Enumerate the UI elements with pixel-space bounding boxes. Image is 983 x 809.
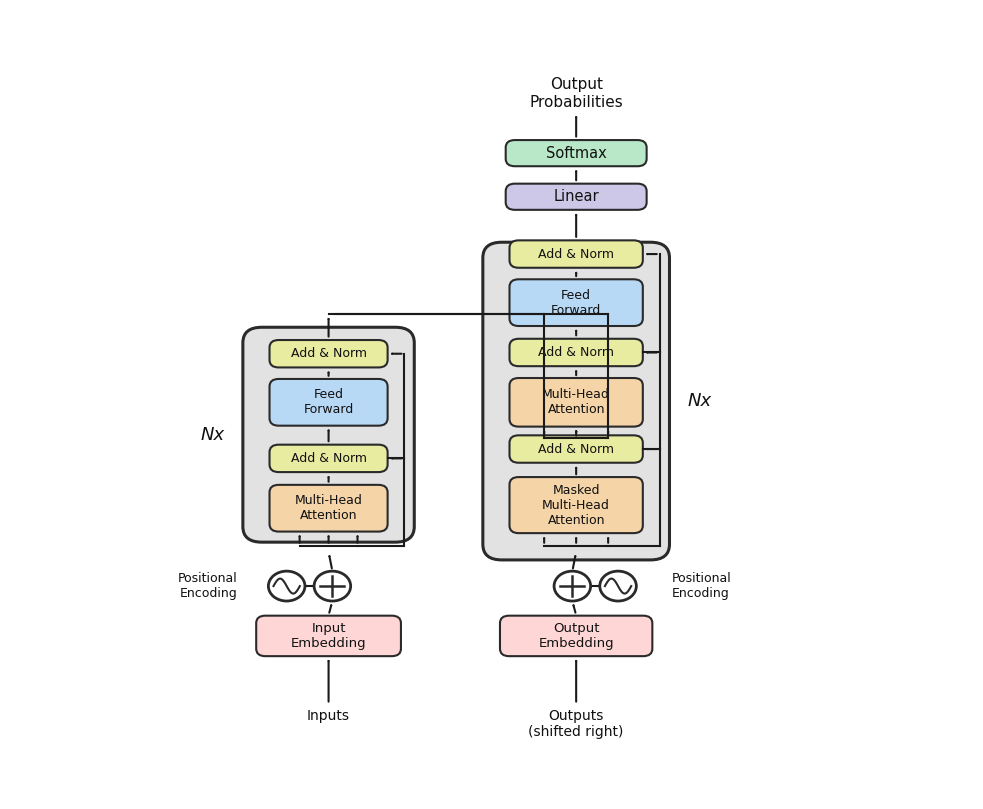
Text: Softmax: Softmax — [546, 146, 607, 161]
Circle shape — [600, 571, 636, 601]
Text: Input
Embedding: Input Embedding — [291, 622, 367, 650]
FancyBboxPatch shape — [269, 445, 387, 472]
Text: Output
Embedding: Output Embedding — [539, 622, 614, 650]
FancyBboxPatch shape — [269, 379, 387, 426]
Text: Nx: Nx — [201, 426, 224, 443]
FancyBboxPatch shape — [509, 279, 643, 326]
Circle shape — [315, 571, 351, 601]
Text: Masked
Multi-Head
Attention: Masked Multi-Head Attention — [543, 484, 610, 527]
FancyBboxPatch shape — [509, 339, 643, 366]
FancyBboxPatch shape — [505, 140, 647, 166]
FancyBboxPatch shape — [269, 485, 387, 532]
FancyBboxPatch shape — [509, 378, 643, 426]
Circle shape — [268, 571, 305, 601]
FancyBboxPatch shape — [483, 242, 669, 560]
FancyBboxPatch shape — [269, 340, 387, 367]
FancyBboxPatch shape — [243, 328, 414, 542]
FancyBboxPatch shape — [257, 616, 401, 656]
FancyBboxPatch shape — [509, 435, 643, 463]
Text: Output
Probabilities: Output Probabilities — [529, 77, 623, 109]
Text: Add & Norm: Add & Norm — [538, 248, 614, 260]
Circle shape — [554, 571, 591, 601]
Text: Positional
Encoding: Positional Encoding — [671, 572, 731, 600]
Text: Feed
Forward: Feed Forward — [551, 289, 602, 316]
Text: Multi-Head
Attention: Multi-Head Attention — [295, 494, 363, 523]
FancyBboxPatch shape — [509, 477, 643, 533]
Text: Add & Norm: Add & Norm — [538, 346, 614, 359]
FancyBboxPatch shape — [509, 240, 643, 268]
Text: Nx: Nx — [688, 392, 712, 410]
FancyBboxPatch shape — [505, 184, 647, 210]
FancyBboxPatch shape — [500, 616, 653, 656]
Text: Multi-Head
Attention: Multi-Head Attention — [543, 388, 610, 417]
Text: Feed
Forward: Feed Forward — [304, 388, 354, 417]
Text: Outputs
(shifted right): Outputs (shifted right) — [529, 709, 624, 739]
Text: Add & Norm: Add & Norm — [538, 443, 614, 455]
Text: Add & Norm: Add & Norm — [291, 347, 367, 360]
Text: Positional
Encoding: Positional Encoding — [177, 572, 237, 600]
Text: Add & Norm: Add & Norm — [291, 452, 367, 465]
Text: Linear: Linear — [553, 189, 599, 204]
Text: Inputs: Inputs — [307, 709, 350, 722]
